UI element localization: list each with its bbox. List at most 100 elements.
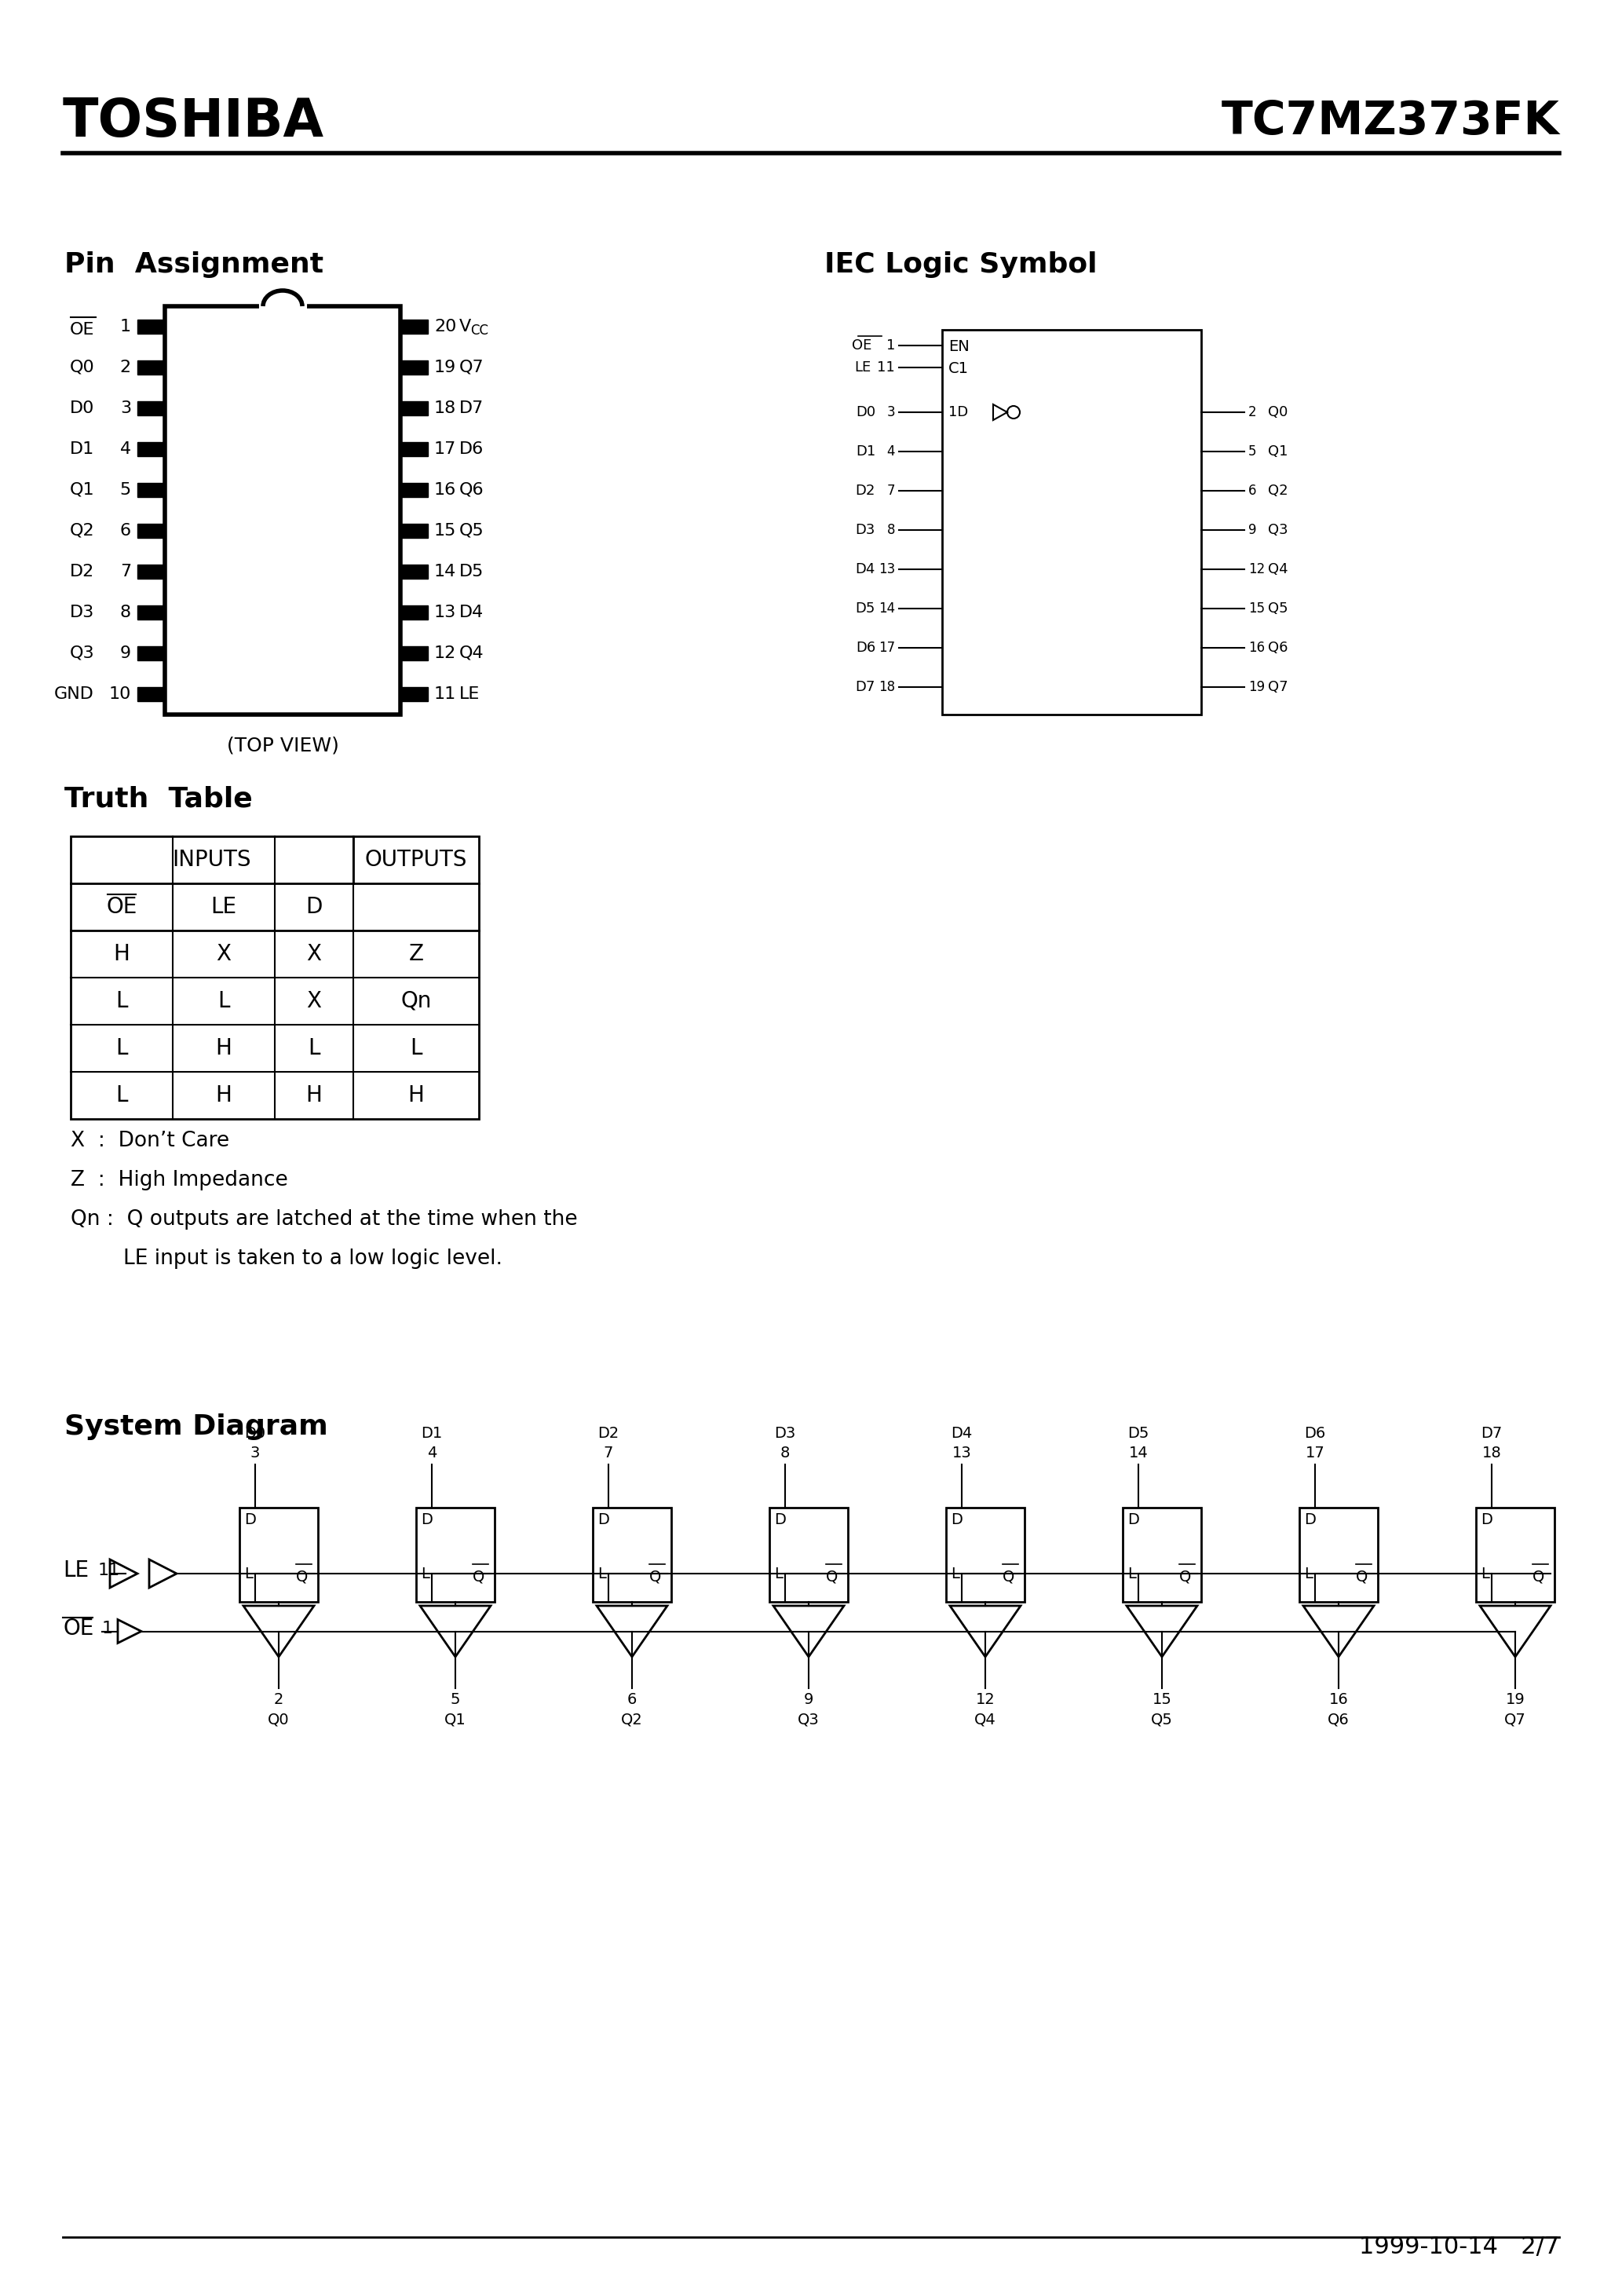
Text: 14: 14 <box>1129 1446 1148 1460</box>
Bar <box>769 1508 848 1603</box>
Text: L: L <box>597 1566 607 1582</box>
Text: 1: 1 <box>886 338 895 354</box>
Text: D: D <box>420 1513 433 1527</box>
Text: 7: 7 <box>887 484 895 498</box>
Bar <box>417 1508 495 1603</box>
Text: LE: LE <box>459 687 480 703</box>
Bar <box>401 360 428 374</box>
Text: 11: 11 <box>435 687 456 703</box>
Text: L: L <box>410 1038 422 1058</box>
Text: 4: 4 <box>887 445 895 459</box>
Text: 10: 10 <box>109 687 131 703</box>
Text: X: X <box>307 990 321 1013</box>
Text: Q4: Q4 <box>1268 563 1288 576</box>
Text: 17: 17 <box>435 441 456 457</box>
Text: H: H <box>114 944 130 964</box>
Text: L: L <box>950 1566 959 1582</box>
Bar <box>138 687 165 700</box>
Text: X: X <box>216 944 232 964</box>
Text: D3: D3 <box>855 523 876 537</box>
Text: D: D <box>1481 1513 1492 1527</box>
Text: Qn :  Q outputs are latched at the time when the: Qn : Q outputs are latched at the time w… <box>71 1210 577 1231</box>
Text: D3: D3 <box>70 604 94 620</box>
Text: 8: 8 <box>120 604 131 620</box>
Text: 15: 15 <box>435 523 456 540</box>
Text: D0: D0 <box>245 1426 266 1442</box>
Bar <box>401 645 428 661</box>
Text: 13: 13 <box>435 604 456 620</box>
Text: D4: D4 <box>950 1426 973 1442</box>
Bar <box>592 1508 672 1603</box>
Text: 12: 12 <box>435 645 456 661</box>
Text: H: H <box>216 1038 232 1058</box>
Text: D1: D1 <box>422 1426 443 1442</box>
Text: Q5: Q5 <box>1268 602 1288 615</box>
Text: D2: D2 <box>599 1426 620 1442</box>
Text: D: D <box>597 1513 610 1527</box>
Text: L: L <box>1481 1566 1489 1582</box>
Text: Q5: Q5 <box>1152 1713 1173 1727</box>
Text: 3: 3 <box>120 400 131 416</box>
Text: Q2: Q2 <box>70 523 94 540</box>
Text: 15: 15 <box>1249 602 1265 615</box>
Text: LE: LE <box>211 895 237 918</box>
Text: D6: D6 <box>459 441 483 457</box>
Text: OE: OE <box>852 338 871 354</box>
Text: 1: 1 <box>102 1621 114 1637</box>
Text: Q: Q <box>295 1568 308 1584</box>
Text: IEC Logic Symbol: IEC Logic Symbol <box>824 250 1096 278</box>
Text: 4: 4 <box>427 1446 436 1460</box>
Text: D4: D4 <box>459 604 483 620</box>
Text: D6: D6 <box>1304 1426 1325 1442</box>
Text: D0: D0 <box>70 400 94 416</box>
Bar <box>71 836 478 1118</box>
Bar <box>946 1508 1025 1603</box>
Text: Q4: Q4 <box>459 645 483 661</box>
Text: 1D: 1D <box>949 404 968 420</box>
Text: D3: D3 <box>774 1426 796 1442</box>
Text: Q6: Q6 <box>1328 1713 1350 1727</box>
Text: Q: Q <box>1533 1568 1544 1584</box>
Bar <box>138 523 165 537</box>
Text: OE: OE <box>105 895 138 918</box>
Text: 5: 5 <box>451 1692 461 1708</box>
Text: Truth  Table: Truth Table <box>65 785 253 813</box>
Text: LE input is taken to a low logic level.: LE input is taken to a low logic level. <box>71 1249 503 1270</box>
Text: L: L <box>217 990 230 1013</box>
Text: Q1: Q1 <box>70 482 94 498</box>
Text: 11: 11 <box>99 1564 120 1577</box>
Text: C1: C1 <box>949 360 968 377</box>
Text: D4: D4 <box>855 563 876 576</box>
Text: Q: Q <box>472 1568 485 1584</box>
Text: Q: Q <box>649 1568 662 1584</box>
Text: OE: OE <box>63 1616 94 1639</box>
Bar <box>401 402 428 416</box>
Bar <box>138 606 165 620</box>
Text: Q: Q <box>1002 1568 1015 1584</box>
Text: Q0: Q0 <box>70 360 94 374</box>
Text: 14: 14 <box>879 602 895 615</box>
Bar <box>401 606 428 620</box>
Bar <box>401 565 428 579</box>
Text: D7: D7 <box>1481 1426 1502 1442</box>
Bar <box>401 443 428 457</box>
Text: Q: Q <box>826 1568 839 1584</box>
Text: 11: 11 <box>878 360 895 374</box>
Text: 20: 20 <box>435 319 456 335</box>
Text: L: L <box>1127 1566 1135 1582</box>
Text: D0: D0 <box>856 404 876 420</box>
Bar <box>138 645 165 661</box>
Text: D: D <box>774 1513 785 1527</box>
Text: 2: 2 <box>120 360 131 374</box>
Text: Z: Z <box>409 944 423 964</box>
Text: 2: 2 <box>274 1692 284 1708</box>
Text: 18: 18 <box>879 680 895 693</box>
Text: 16: 16 <box>1249 641 1265 654</box>
Bar <box>1299 1508 1377 1603</box>
Text: Q7: Q7 <box>1504 1713 1526 1727</box>
Text: 19: 19 <box>1505 1692 1525 1708</box>
Text: Q2: Q2 <box>621 1713 642 1727</box>
Text: D7: D7 <box>459 400 483 416</box>
Bar <box>138 565 165 579</box>
Text: D: D <box>305 895 323 918</box>
